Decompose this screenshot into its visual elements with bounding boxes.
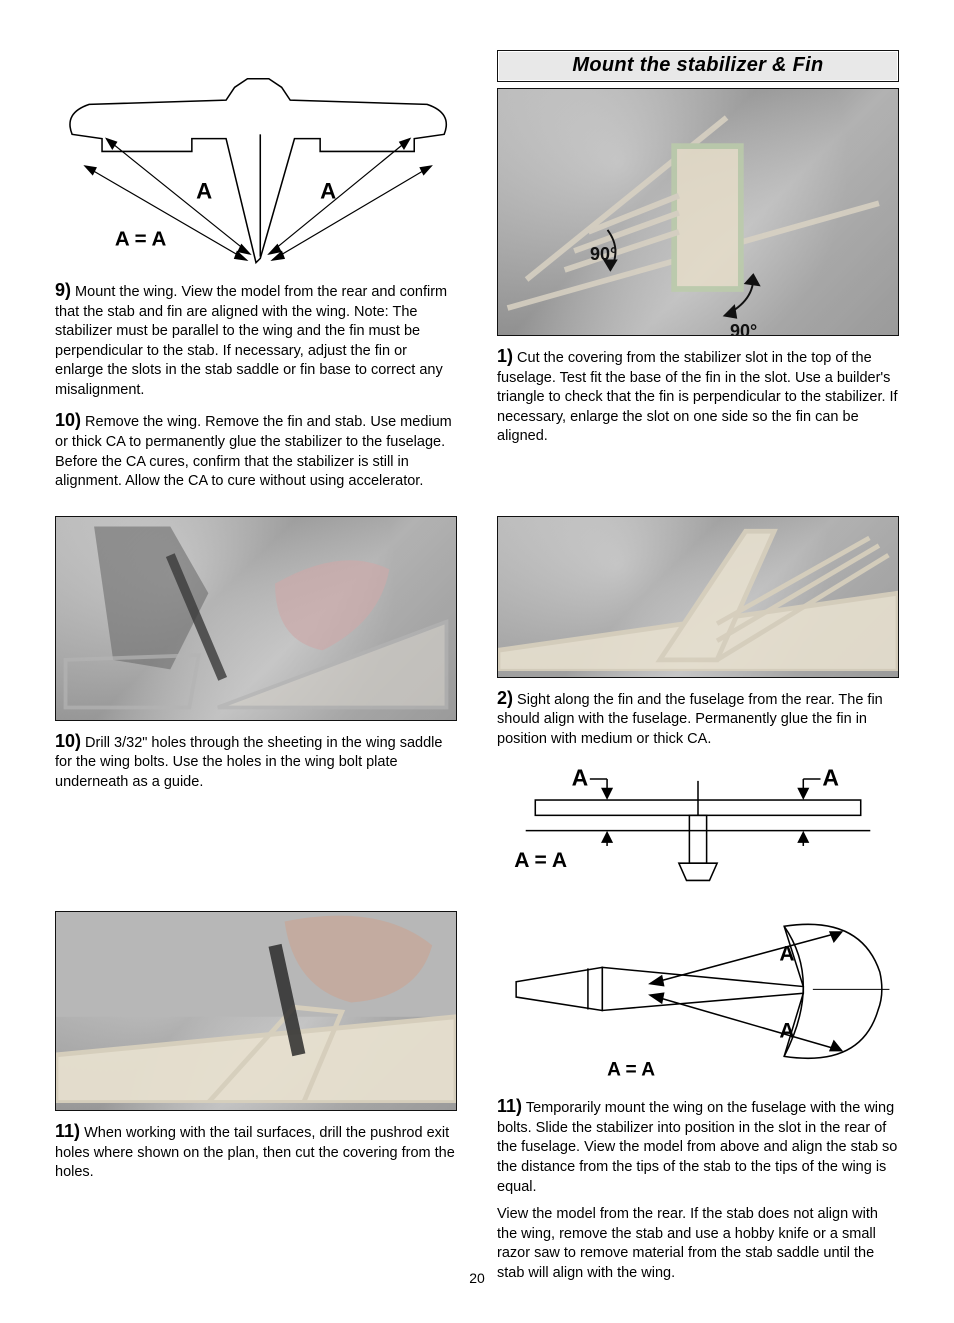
step-1-text: Cut the covering from the stabilizer slo…	[497, 350, 898, 444]
step-10-left-paragraph: 10) Drill 3/32" holes through the sheeti…	[55, 729, 457, 793]
step-9-number: 9)	[55, 280, 71, 300]
step-10-left-text: Drill 3/32" holes through the sheeting i…	[55, 735, 442, 790]
photo-fin-perpendicular: 90° 90°	[497, 88, 899, 336]
stab-rear-alignment-diagram: A A A = A	[497, 759, 899, 887]
step-2-paragraph: 2) Sight along the fin and the fuselage …	[497, 686, 899, 750]
stab-top-label-a-top: A	[779, 943, 794, 966]
step-final-number: 11)	[55, 1121, 80, 1141]
step-10-top-text: Remove the wing. Remove the fin and stab…	[55, 414, 452, 489]
photo-fin-glued	[497, 516, 899, 678]
page-number: 20	[0, 1270, 954, 1286]
photo-drill-wing-bolt	[55, 516, 457, 721]
diagram-label-a-left: A	[196, 178, 212, 203]
step-11-paragraph-a: 11) Temporarily mount the wing on the fu…	[497, 1094, 899, 1197]
overlay-90-b: 90°	[730, 321, 757, 336]
step-1-number: 1)	[497, 346, 513, 366]
stab-top-label-a-bot: A	[779, 1020, 794, 1043]
step-2-text: Sight along the fin and the fuselage fro…	[497, 692, 883, 747]
stab-rear-label-a-tl: A	[572, 765, 589, 791]
diagram-label-a-right: A	[320, 178, 336, 203]
photo-drill-pushrod	[55, 911, 457, 1111]
step-final-text: When working with the tail surfaces, dri…	[55, 1125, 455, 1180]
step-9-paragraph: 9) Mount the wing. View the model from t…	[55, 278, 457, 400]
step-final-paragraph: 11) When working with the tail surfaces,…	[55, 1119, 457, 1183]
step-11-number: 11)	[497, 1096, 522, 1116]
wing-alignment-diagram: A A A = A 9) Mount the wing. View the mo…	[55, 50, 457, 492]
section-header: Mount the stabilizer & Fin	[497, 50, 899, 82]
overlay-90-a: 90°	[590, 244, 617, 265]
step-10-top-paragraph: 10) Remove the wing. Remove the fin and …	[55, 408, 457, 491]
stab-top-label-eq: A = A	[607, 1060, 655, 1081]
stab-rear-label-eq: A = A	[514, 849, 567, 872]
stab-rear-label-a-tr: A	[822, 765, 839, 791]
step-11-text-a: Temporarily mount the wing on the fusela…	[497, 1100, 897, 1194]
stab-top-alignment-diagram: A A A = A	[497, 911, 899, 1086]
step-10-top-number: 10)	[55, 410, 81, 430]
step-9-text: Mount the wing. View the model from the …	[55, 284, 447, 398]
step-2-number: 2)	[497, 688, 513, 708]
step-1-paragraph: 1) Cut the covering from the stabilizer …	[497, 344, 899, 447]
step-10-left-number: 10)	[55, 731, 81, 751]
diagram-label-eq: A = A	[115, 228, 167, 251]
